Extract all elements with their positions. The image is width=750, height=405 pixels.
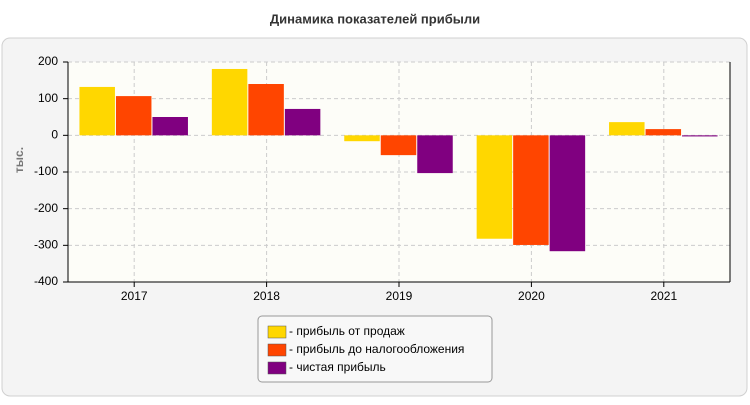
bar bbox=[344, 135, 380, 142]
y-tick-label: -100 bbox=[34, 164, 58, 178]
legend-label: - чистая прибыль bbox=[289, 360, 386, 374]
legend-swatch bbox=[267, 343, 287, 357]
bar bbox=[417, 135, 453, 174]
bar bbox=[380, 135, 417, 156]
bar bbox=[645, 129, 682, 136]
bar bbox=[549, 135, 586, 252]
x-tick-label: 2021 bbox=[650, 289, 677, 303]
y-tick-label: -300 bbox=[34, 238, 58, 252]
chart-title: Динамика показателей прибыли bbox=[270, 11, 480, 26]
legend-swatch bbox=[267, 325, 287, 339]
x-tick-label: 2019 bbox=[386, 289, 413, 303]
bar bbox=[248, 84, 284, 136]
bar bbox=[284, 108, 321, 136]
x-tick-label: 2020 bbox=[518, 289, 545, 303]
bar bbox=[476, 135, 513, 239]
x-tick-label: 2018 bbox=[253, 289, 280, 303]
bar bbox=[152, 117, 188, 136]
y-axis-label: тыс. bbox=[12, 147, 26, 173]
bar bbox=[513, 135, 549, 245]
y-tick-label: -400 bbox=[34, 274, 58, 288]
bar bbox=[682, 135, 718, 137]
legend bbox=[257, 315, 493, 383]
y-tick-label: -200 bbox=[34, 201, 58, 215]
legend-swatch bbox=[267, 361, 287, 375]
bar bbox=[211, 68, 248, 136]
y-tick-label: 0 bbox=[51, 128, 58, 142]
bar bbox=[609, 122, 645, 136]
x-tick-label: 2017 bbox=[121, 289, 148, 303]
y-tick-label: 100 bbox=[38, 91, 58, 105]
legend-label: - прибыль до налогообложения bbox=[289, 342, 464, 356]
bar bbox=[115, 96, 152, 136]
bar bbox=[79, 86, 115, 136]
y-tick-label: 200 bbox=[38, 54, 58, 68]
legend-label: - прибыль от продаж bbox=[289, 324, 405, 338]
